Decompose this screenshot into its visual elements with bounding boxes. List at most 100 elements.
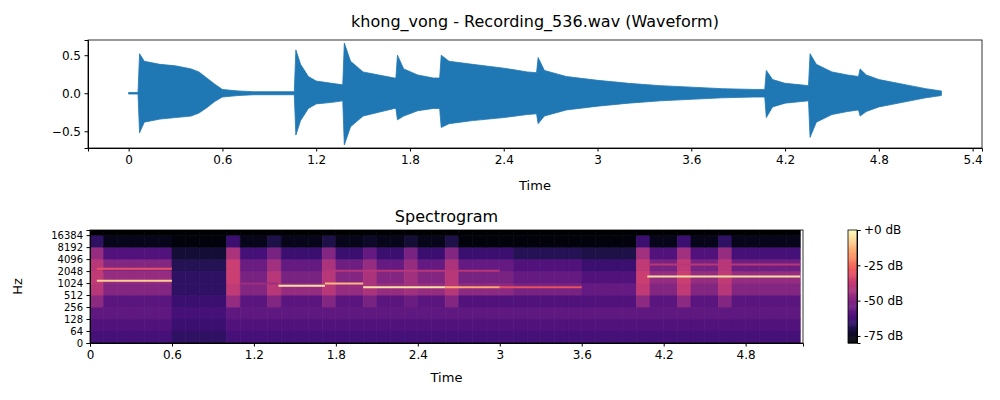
y-tick-label: 0.0 bbox=[62, 87, 81, 101]
colorbar-slice bbox=[848, 254, 857, 255]
y-tick: 512 bbox=[64, 290, 90, 301]
heatmap-cell bbox=[554, 295, 568, 307]
heatmap-cell bbox=[513, 259, 527, 271]
x-tick-label: 2.4 bbox=[409, 348, 428, 362]
y-tick-mark bbox=[87, 283, 91, 284]
colorbar-slice bbox=[848, 242, 857, 243]
heatmap-cell bbox=[677, 307, 691, 319]
colorbar-slice bbox=[848, 254, 857, 255]
heatmap-cell bbox=[172, 247, 186, 259]
colorbar-slice bbox=[848, 315, 857, 316]
heatmap-cell bbox=[732, 230, 746, 235]
colorbar-slice bbox=[848, 340, 857, 341]
colorbar-slice bbox=[848, 278, 857, 279]
y-tick-label: −0.5 bbox=[52, 125, 81, 139]
x-tick-mark bbox=[500, 343, 501, 347]
colorbar-slice bbox=[848, 275, 857, 276]
colorbar-slice bbox=[848, 279, 857, 280]
y-tick-label: 1024 bbox=[58, 278, 83, 289]
heatmap-cell bbox=[759, 235, 773, 247]
heatmap-cell bbox=[213, 259, 227, 271]
heatmap-cell bbox=[350, 307, 364, 319]
heatmap-cell bbox=[459, 259, 473, 271]
heatmap-cell bbox=[281, 295, 295, 307]
heatmap-cell bbox=[227, 235, 241, 247]
heatmap-cell bbox=[527, 331, 541, 343]
heatmap-cell bbox=[363, 319, 377, 331]
heatmap-cell bbox=[664, 295, 678, 307]
heatmap-cell bbox=[295, 259, 309, 271]
x-tick: 0.6 bbox=[163, 343, 182, 362]
y-tick: −0.5 bbox=[52, 125, 88, 139]
y-tick: 256 bbox=[64, 302, 90, 313]
x-tick-label: 3 bbox=[496, 348, 504, 362]
heatmap-cell bbox=[418, 259, 432, 271]
heatmap-cell bbox=[486, 235, 500, 247]
heatmap-cell bbox=[281, 307, 295, 319]
heatmap-cell bbox=[746, 247, 760, 259]
heatmap-cell bbox=[595, 230, 609, 235]
heatmap-cell bbox=[787, 307, 801, 319]
heatmap-cell bbox=[117, 230, 131, 235]
heatmap-cell bbox=[472, 271, 486, 283]
heatmap-cell bbox=[336, 283, 350, 295]
heatmap-cell bbox=[541, 295, 555, 307]
heatmap-cell bbox=[186, 319, 200, 331]
heatmap-cell bbox=[445, 331, 459, 343]
heatmap-cell bbox=[199, 271, 213, 283]
colorbar bbox=[848, 230, 857, 344]
colorbar-slice bbox=[848, 292, 857, 293]
heatmap-cell bbox=[377, 259, 391, 271]
heatmap-cell bbox=[732, 235, 746, 247]
x-tick-label: 4.2 bbox=[776, 153, 795, 167]
heatmap-cell bbox=[295, 331, 309, 343]
heatmap-cell bbox=[541, 230, 555, 235]
heatmap-cell bbox=[186, 271, 200, 283]
heatmap-cell bbox=[500, 319, 514, 331]
colorbar-slice bbox=[848, 237, 857, 238]
tone-line bbox=[647, 275, 800, 277]
heatmap-cell bbox=[595, 283, 609, 295]
heatmap-cell bbox=[787, 230, 801, 235]
heatmap-cell bbox=[404, 307, 418, 319]
colorbar-slice bbox=[848, 251, 857, 252]
colorbar-slice bbox=[848, 323, 857, 324]
colorbar-slice bbox=[848, 255, 857, 256]
x-tick: 4.8 bbox=[870, 148, 889, 167]
heatmap-cell bbox=[240, 247, 254, 259]
plot-frame bbox=[88, 40, 982, 148]
heatmap-cell bbox=[773, 319, 787, 331]
heatmap-cell bbox=[281, 230, 295, 235]
tone-line bbox=[278, 285, 324, 287]
colorbar-slice bbox=[848, 266, 857, 267]
colorbar-slice bbox=[848, 289, 857, 290]
heatmap-cell bbox=[254, 271, 268, 283]
heatmap-cell bbox=[363, 283, 377, 295]
heatmap-cell bbox=[90, 283, 104, 295]
heatmap-cell bbox=[254, 259, 268, 271]
heatmap-cell bbox=[377, 319, 391, 331]
x-tick-mark bbox=[973, 148, 974, 152]
heatmap-cell bbox=[350, 230, 364, 235]
colorbar-slice bbox=[848, 236, 857, 237]
heatmap-cell bbox=[281, 331, 295, 343]
heatmap-cell bbox=[554, 235, 568, 247]
colorbar-axis-line bbox=[858, 231, 861, 344]
heatmap-cell bbox=[145, 295, 159, 307]
heatmap-cell bbox=[240, 307, 254, 319]
heatmap-cell bbox=[336, 235, 350, 247]
heatmap-cell bbox=[486, 230, 500, 235]
heatmap-cell bbox=[131, 319, 145, 331]
colorbar-slice bbox=[848, 291, 857, 292]
heatmap-cell bbox=[691, 230, 705, 235]
colorbar-slice bbox=[848, 321, 857, 322]
heatmap-cell bbox=[527, 283, 541, 295]
colorbar-axis: +0 dB-25 dB-50 dB-75 dB bbox=[857, 223, 903, 343]
heatmap-cell bbox=[213, 295, 227, 307]
heatmap-cell bbox=[527, 295, 541, 307]
heatmap-cell bbox=[623, 331, 637, 343]
heatmap-cell bbox=[746, 319, 760, 331]
heatmap-cell bbox=[90, 295, 104, 307]
heatmap-cell bbox=[650, 230, 664, 235]
colorbar-slice bbox=[848, 322, 857, 323]
